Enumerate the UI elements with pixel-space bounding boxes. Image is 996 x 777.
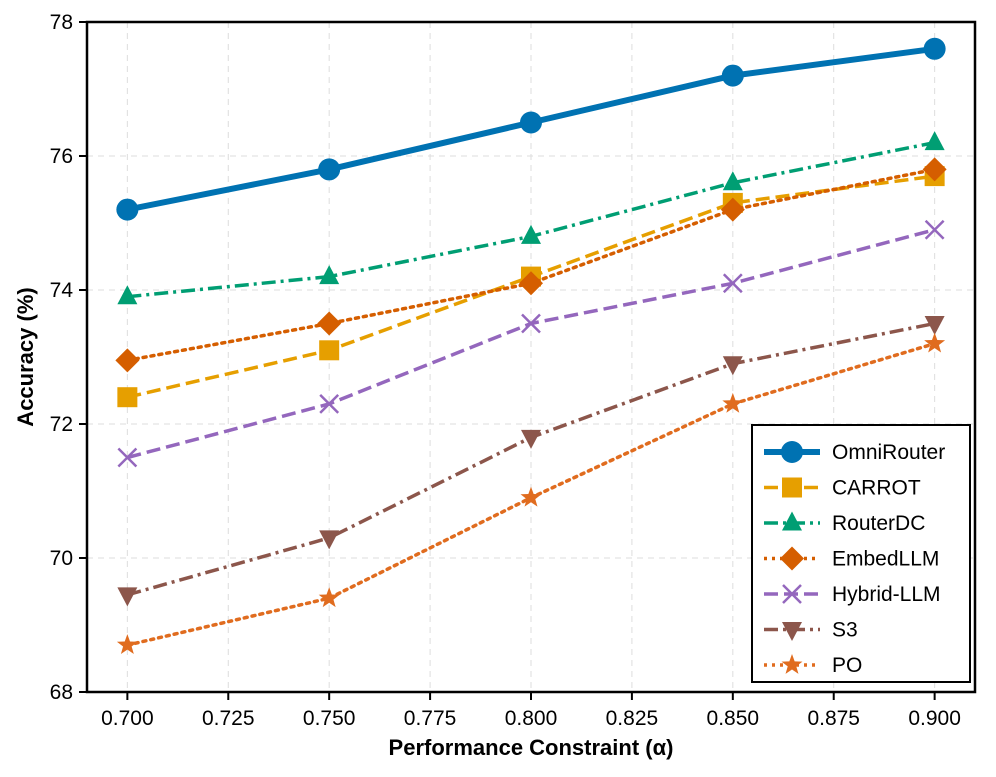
legend-entry: RouterDC [764, 511, 925, 535]
legend-swatch-marker [781, 654, 803, 674]
legend-swatch-marker [782, 477, 802, 498]
data-point [924, 219, 945, 240]
legend-entry: Hybrid-LLM [764, 583, 941, 606]
data-point [318, 587, 340, 608]
data-point [923, 37, 946, 60]
data-point [116, 198, 139, 221]
data-point [115, 348, 140, 373]
data-point [721, 64, 744, 87]
series-s3 [117, 316, 945, 607]
legend-swatch-marker [782, 511, 802, 531]
legend-entry: OmniRouter [764, 441, 945, 464]
legend-label: S3 [832, 619, 858, 642]
y-tick-label: 76 [50, 145, 73, 168]
data-point [521, 429, 541, 449]
data-point [722, 356, 743, 376]
data-point [924, 316, 945, 335]
series-layer [115, 37, 947, 654]
data-point [319, 340, 340, 361]
data-point [319, 530, 340, 550]
x-tick-label: 0.800 [505, 707, 558, 730]
data-point [117, 587, 138, 607]
legend-entry: S3 [764, 619, 858, 642]
legend-swatch-marker [782, 584, 802, 604]
legend-label: EmbedLLM [832, 548, 939, 571]
data-point [116, 634, 138, 654]
x-tick-label: 0.850 [707, 707, 760, 730]
data-point [117, 285, 138, 305]
legend-label: Hybrid-LLM [832, 583, 941, 606]
data-point [117, 447, 138, 468]
legend-label: OmniRouter [832, 441, 945, 464]
x-tick-label: 0.775 [404, 707, 457, 730]
data-point [720, 197, 745, 222]
data-point [521, 313, 541, 334]
series-routerdc [117, 131, 945, 305]
legend-label: RouterDC [832, 512, 925, 535]
series-omnirouter [116, 37, 946, 221]
y-tick-label: 74 [50, 279, 74, 302]
y-tick-label: 70 [50, 547, 73, 570]
data-point [117, 387, 138, 408]
data-point [317, 311, 342, 336]
x-tick-label: 0.700 [101, 707, 154, 730]
data-point [520, 486, 542, 507]
data-point [722, 392, 744, 413]
data-point [722, 273, 743, 294]
y-tick-label: 68 [50, 681, 73, 704]
y-axis-title: Accuracy (%) [13, 287, 38, 426]
legend-swatch-marker [781, 441, 803, 463]
legend-swatch-marker [780, 546, 804, 571]
x-tick-label: 0.825 [606, 707, 659, 730]
legend-entry: PO [764, 654, 862, 677]
series-po [116, 332, 946, 654]
x-tick-label: 0.875 [807, 707, 860, 730]
legend: OmniRouter CARROT RouterDC EmbedLLM Hybrid-L… [751, 424, 971, 683]
legend-entry: CARROT [764, 477, 921, 500]
data-point [519, 271, 543, 296]
series-hybrid-llm [117, 219, 945, 468]
legend-entry: EmbedLLM [764, 546, 939, 571]
data-point [924, 332, 946, 353]
ticks: 0.700 0.725 0.750 0.775 0.800 0.825 0.850 0.875… [50, 11, 961, 730]
data-point [318, 158, 341, 181]
data-point [319, 394, 340, 414]
data-point [924, 131, 945, 151]
legend-label: CARROT [832, 477, 921, 500]
data-point [922, 157, 947, 182]
data-point [520, 111, 542, 134]
y-tick-label: 72 [50, 413, 73, 436]
x-tick-label: 0.900 [908, 707, 961, 730]
data-point [722, 171, 743, 191]
data-point [521, 224, 541, 244]
x-axis-title: Performance Constraint (α) [389, 735, 674, 760]
x-tick-label: 0.750 [303, 707, 356, 730]
legend-swatch-marker [782, 622, 802, 641]
series-embedllm [115, 157, 947, 373]
x-tick-label: 0.725 [202, 707, 255, 730]
y-tick-label: 78 [50, 11, 73, 34]
legend-label: PO [832, 654, 862, 677]
data-point [319, 265, 340, 285]
